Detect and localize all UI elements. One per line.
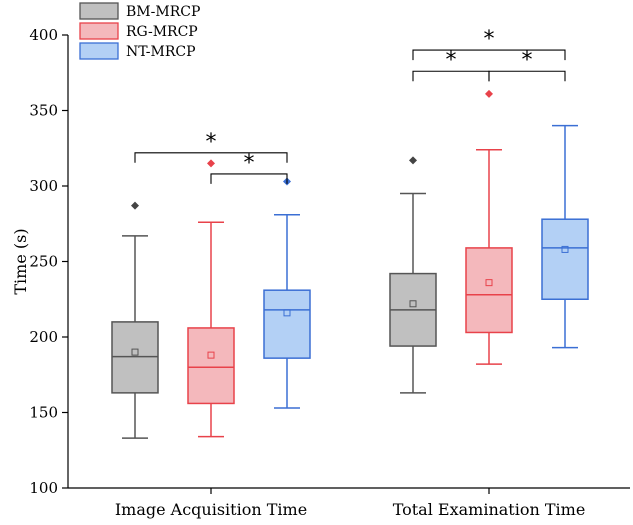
mean-marker <box>485 279 493 287</box>
significance-bracket: * <box>412 48 490 82</box>
legend-item-rg-mrcp: RG-MRCP <box>79 22 198 40</box>
mean-marker <box>131 348 139 356</box>
significance-star: * <box>244 151 255 176</box>
iqr-box <box>111 321 159 394</box>
significance-star: * <box>446 48 457 73</box>
y-tick-label: 150 <box>29 404 58 422</box>
iqr-box <box>465 247 513 334</box>
significance-star: * <box>484 27 495 52</box>
legend-swatch <box>79 2 119 20</box>
legend-swatch <box>79 42 119 60</box>
outlier-point <box>207 159 215 168</box>
legend-label: BM-MRCP <box>126 4 200 20</box>
mean-marker <box>283 309 291 317</box>
outlier-point <box>409 156 417 165</box>
y-tick-label: 250 <box>29 253 58 271</box>
box-nt-mrcp <box>541 124 589 349</box>
box-rg-mrcp <box>465 89 513 365</box>
significance-star: * <box>522 48 533 73</box>
mean-marker <box>409 300 417 308</box>
mean-marker <box>561 245 569 253</box>
legend-label: RG-MRCP <box>126 24 198 40</box>
significance-bracket: * <box>134 130 288 163</box>
legend-item-bm-mrcp: BM-MRCP <box>79 2 200 20</box>
significance-star: * <box>206 130 217 155</box>
significance-bracket: * <box>210 151 288 184</box>
outlier-point <box>485 89 493 98</box>
y-tick-label: 200 <box>29 328 58 346</box>
y-tick-label: 100 <box>29 479 58 497</box>
outlier-point <box>131 201 139 210</box>
bracket-line <box>134 152 288 163</box>
mean-marker <box>207 351 215 359</box>
iqr-box <box>187 327 235 405</box>
axes: 100 150 200 250 300 350 400 Image Acquisition T… <box>11 26 630 519</box>
legend-item-nt-mrcp: NT-MRCP <box>79 42 196 60</box>
significance-bracket: * <box>488 48 566 82</box>
y-tick-label: 400 <box>29 26 58 44</box>
box-bm-mrcp <box>389 156 437 394</box>
bracket-line <box>412 49 566 61</box>
y-tick-label: 350 <box>29 102 58 120</box>
y-tick-label: 300 <box>29 177 58 195</box>
legend-label: NT-MRCP <box>126 44 196 60</box>
iqr-box <box>263 289 311 359</box>
y-axis-label: Time (s) <box>11 228 30 294</box>
legend-swatch <box>79 22 119 40</box>
significance-bracket: * <box>412 27 566 61</box>
box-plot-series <box>111 89 589 439</box>
bracket-line <box>210 173 288 184</box>
box-bm-mrcp <box>111 201 159 439</box>
x-category-label: Image Acquisition Time <box>115 500 307 519</box>
significance-markers: * * * * * <box>134 27 566 184</box>
legend: BM-MRCP RG-MRCP NT-MRCP <box>79 2 200 60</box>
box-rg-mrcp <box>187 159 235 438</box>
bracket-line <box>488 70 566 82</box>
iqr-box <box>541 218 589 300</box>
box-nt-mrcp <box>263 177 311 409</box>
x-category-label: Total Examination Time <box>393 500 586 519</box>
